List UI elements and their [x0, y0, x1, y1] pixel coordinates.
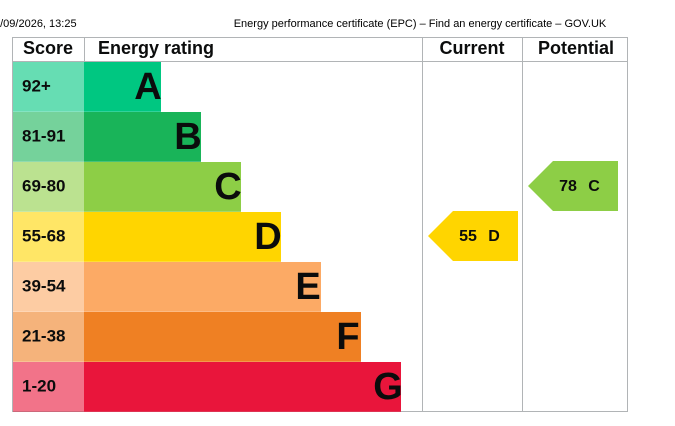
score-label: 55-68	[22, 226, 65, 245]
rating-letter: F	[336, 316, 359, 358]
page-title: Energy performance certificate (EPC) – F…	[234, 18, 607, 30]
rating-letter: E	[295, 266, 320, 308]
score-label: 1-20	[22, 376, 56, 395]
score-label: 69-80	[22, 176, 65, 195]
score-cell	[13, 262, 84, 312]
rating-bar	[84, 162, 241, 212]
rating-bar	[84, 212, 281, 262]
rating-letter: A	[134, 66, 161, 108]
potential-arrow	[528, 161, 618, 211]
rating-letter: D	[254, 216, 281, 258]
rating-bar	[84, 262, 321, 312]
current-rating: D	[488, 228, 500, 245]
column-header: Energy rating	[98, 38, 214, 58]
rating-bar	[84, 312, 361, 362]
rating-letter: B	[174, 116, 201, 158]
score-cell	[13, 212, 84, 262]
timestamp: 3/09/2026, 13:25	[0, 18, 77, 30]
score-label: 92+	[22, 76, 51, 95]
column-header: Current	[439, 38, 504, 58]
rating-bar	[84, 112, 201, 162]
potential-rating: C	[588, 178, 600, 195]
potential-value: 78	[559, 178, 577, 195]
score-cell	[13, 112, 84, 162]
score-cell	[13, 162, 84, 212]
score-label: 81-91	[22, 126, 65, 145]
column-header: Score	[23, 38, 73, 58]
column-header: Potential	[538, 38, 614, 58]
current-arrow	[428, 211, 518, 261]
current-value: 55	[459, 228, 477, 245]
score-cell	[13, 62, 84, 112]
rating-letter: C	[214, 166, 241, 208]
rating-letter: G	[373, 366, 403, 408]
score-label: 21-38	[22, 326, 65, 345]
score-cell	[13, 312, 84, 362]
score-cell	[13, 362, 84, 412]
score-label: 39-54	[22, 276, 66, 295]
rating-bar	[84, 362, 401, 412]
rating-bar	[84, 62, 161, 112]
